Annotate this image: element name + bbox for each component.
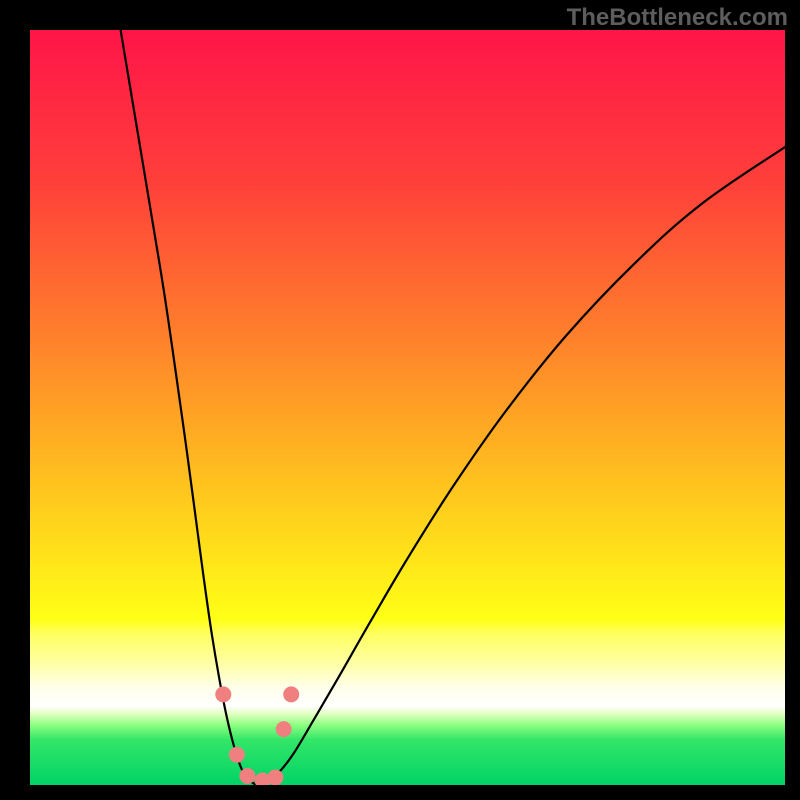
bottleneck-curve-chart [30, 30, 785, 785]
marker-point [215, 686, 231, 702]
marker-point [229, 747, 245, 763]
gradient-background [30, 30, 785, 785]
watermark-text: TheBottleneck.com [567, 4, 788, 32]
marker-point [239, 768, 255, 784]
marker-point [267, 769, 283, 785]
marker-point [283, 686, 299, 702]
marker-point [276, 721, 292, 737]
chart-frame: TheBottleneck.com [0, 0, 800, 800]
plot-area [30, 30, 785, 785]
